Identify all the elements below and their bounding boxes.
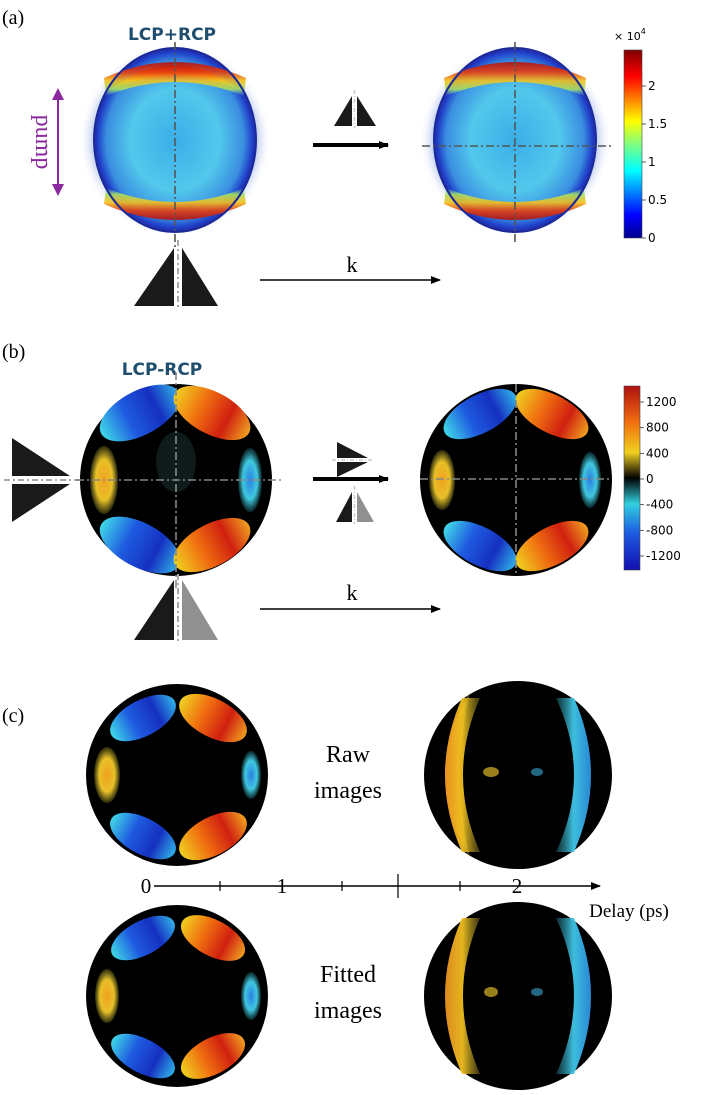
delay-tick-2: 2 [512,874,523,898]
panel-c-label: (c) [2,705,24,727]
prism-b-small-bottom [336,486,374,524]
panel-b-title: LCP-RCP [122,360,203,380]
prism-b-small-top [332,442,372,477]
prism-b-bottom [134,574,218,642]
panel-a-label: (a) [2,7,24,29]
raw-label-line2: images [314,778,382,804]
colorbar-tick-label: -1200 [646,549,681,563]
raw-label-line1: Raw [326,742,371,768]
delay-axis [154,874,601,898]
disc-a-left [79,42,271,248]
colorbar-tick-label: -800 [646,523,673,537]
panel-a-title: LCP+RCP [128,25,216,45]
fitted-image-delay-0 [86,905,268,1087]
k-label-a: k [347,252,358,277]
fitted-label-line1: Fitted [320,962,376,988]
k-label-b: k [347,580,358,605]
delay-axis-label: Delay (ps) [589,901,669,922]
pump-polarization-arrow [52,88,64,196]
prism-a-small [334,90,376,128]
colorbar-tick-label: 2 [648,79,656,93]
delay-tick-0: 0 [141,874,152,898]
colorbar-tick-label: 0 [648,231,656,245]
colorbar-b-ticks: 1200 800 400 0 -400 -800 -1200 [640,395,681,563]
colorbar-a-exponent: × 104 [614,27,646,43]
fitted-image-delay-2 [424,902,612,1090]
raw-image-delay-0 [86,684,268,866]
colorbar-a [623,49,643,239]
colorbar-tick-label: 1 [648,155,656,169]
colorbar-tick-label: 1.5 [648,117,667,131]
disc-a-right [419,42,612,242]
raw-image-delay-2 [424,681,612,869]
fitted-label-line2: images [314,998,382,1024]
colorbar-tick-label: 0 [646,472,654,486]
colorbar-tick-label: 1200 [646,395,677,409]
colorbar-tick-label: 400 [646,446,669,460]
pump-label: pump [30,115,56,170]
disc-b-left [76,372,282,590]
panel-b-label: (b) [2,341,25,363]
prism-a-bottom [134,240,218,308]
colorbar-tick-label: -400 [646,498,673,512]
colorbar-a-ticks: 2 1.5 1 0.5 0 [642,79,667,245]
delay-tick-1: 1 [277,874,288,898]
prism-b-left [4,438,80,522]
colorbar-tick-label: 800 [646,421,669,435]
colorbar-b [623,385,641,571]
disc-b-right [420,384,612,576]
colorbar-tick-label: 0.5 [648,193,667,207]
